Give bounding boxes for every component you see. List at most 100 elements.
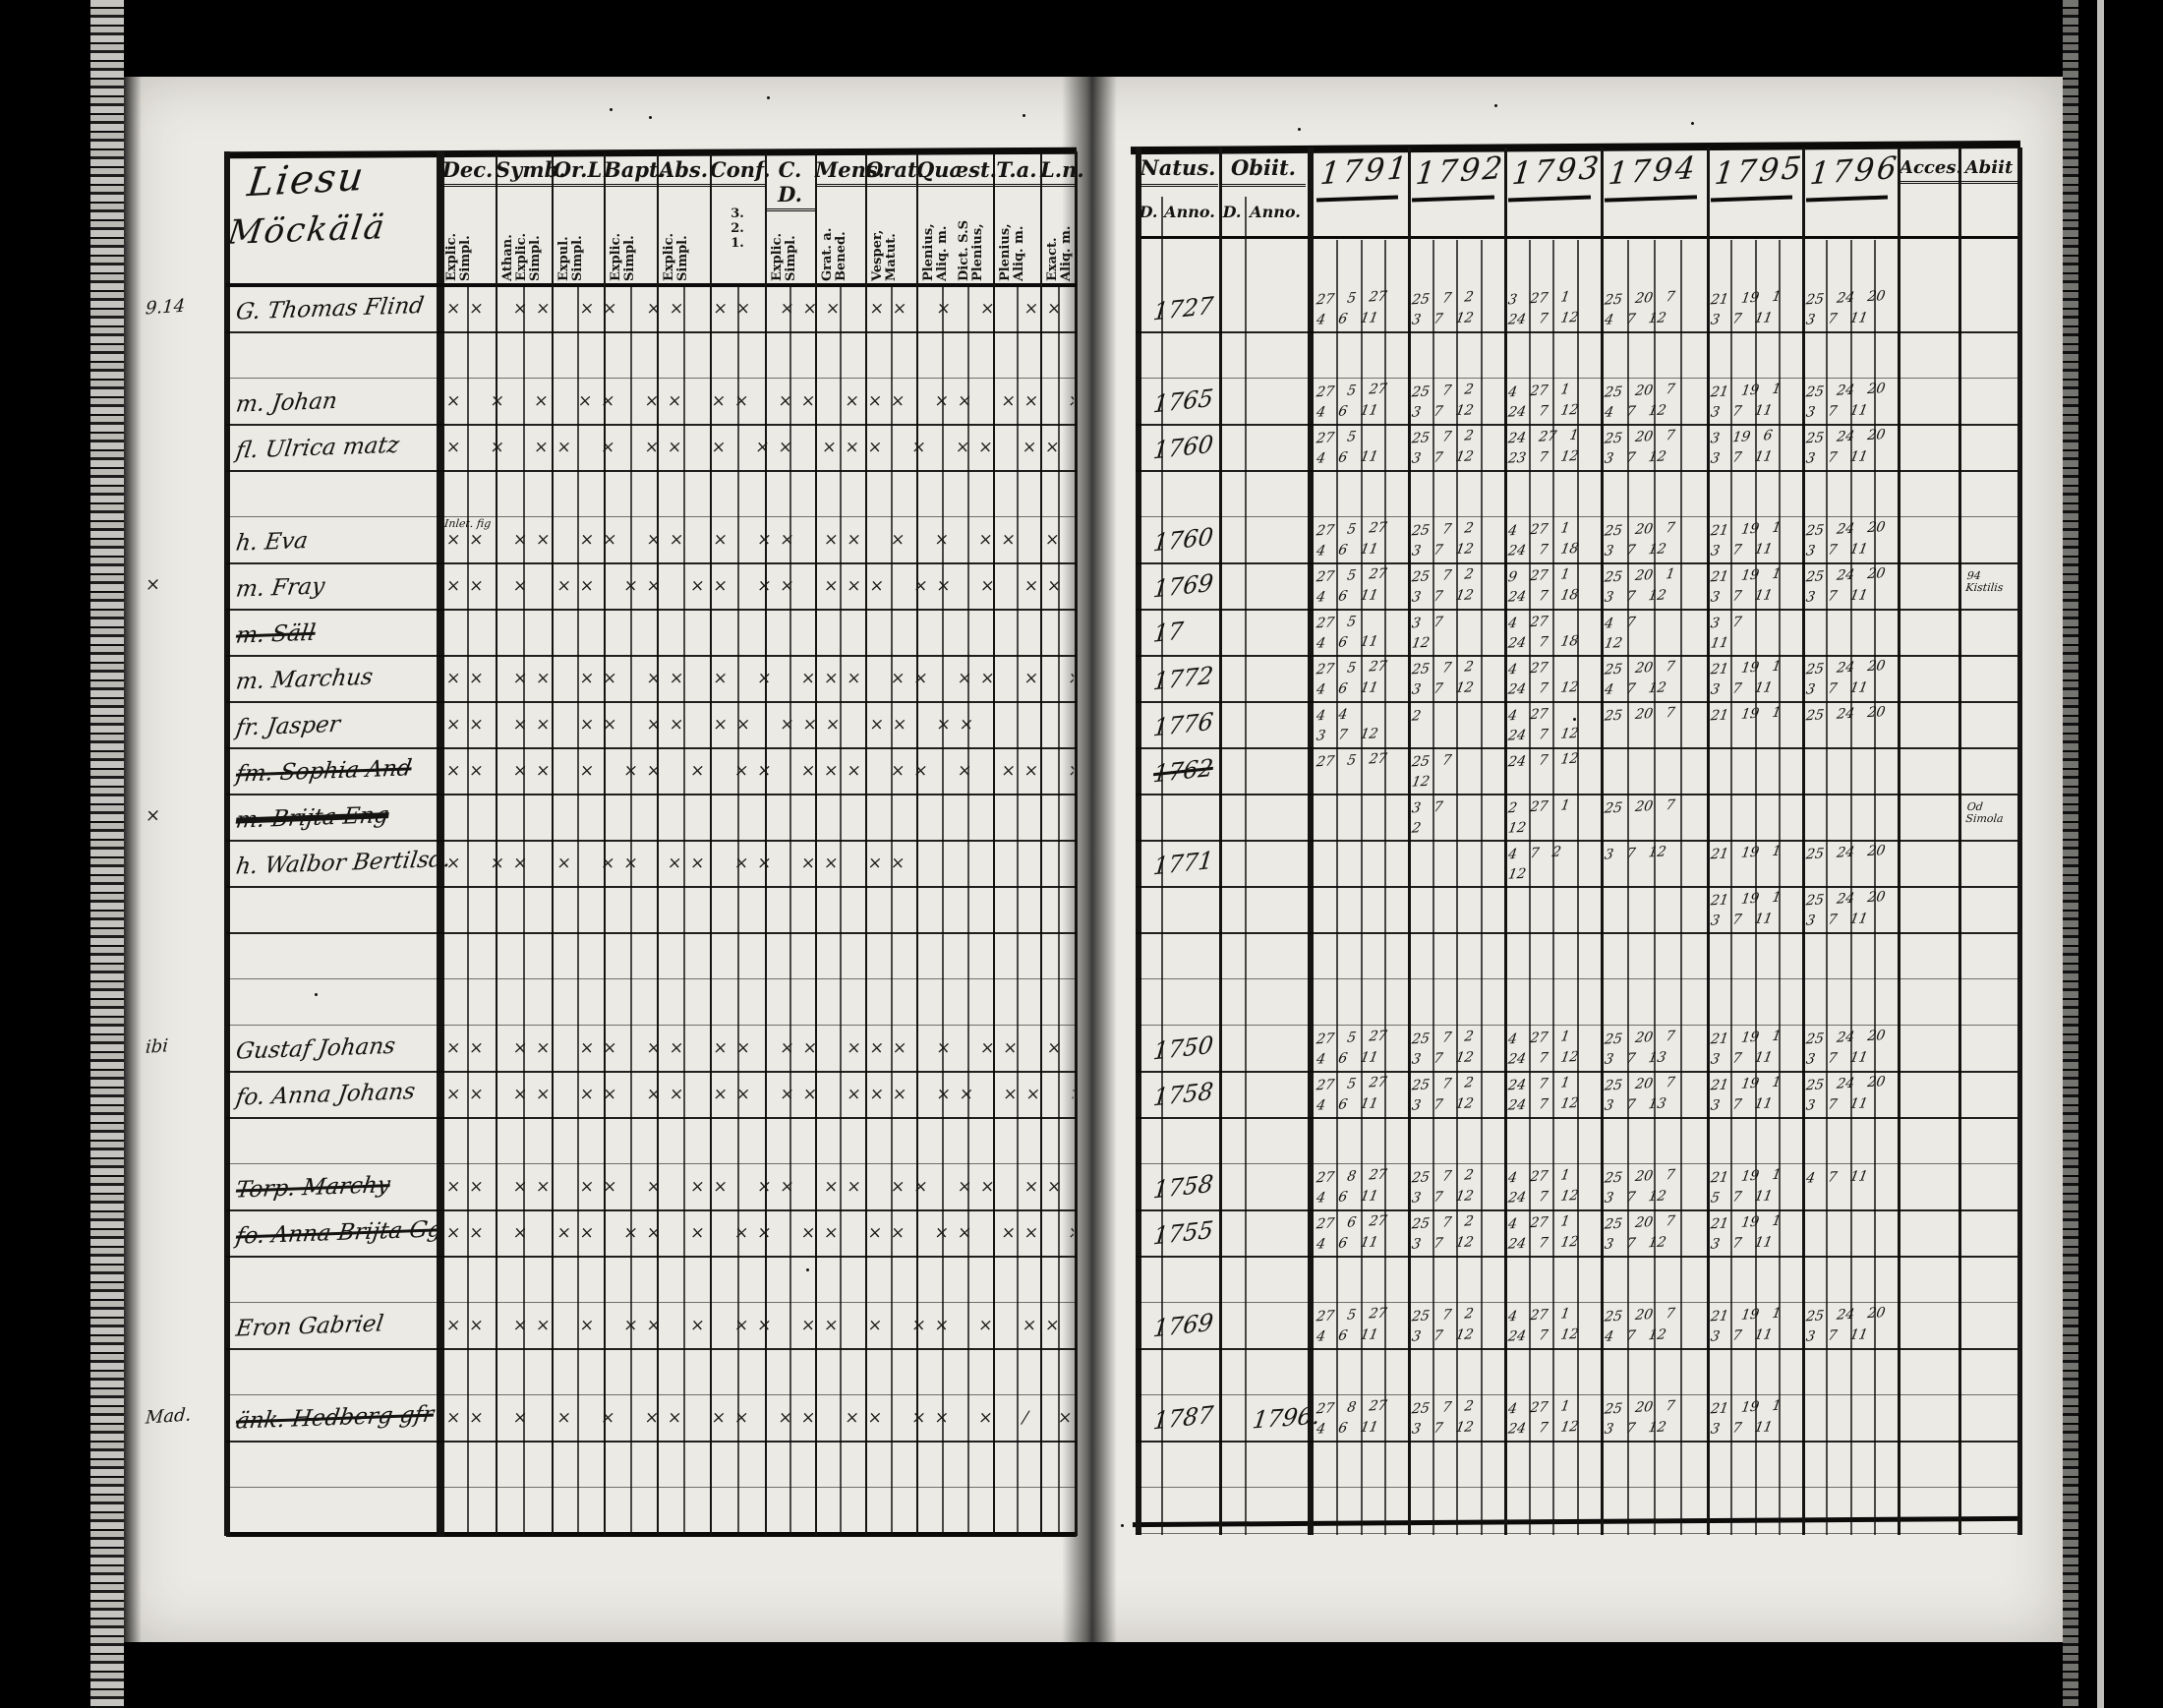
year-cell-1791: 27 5 27 4 6 11 xyxy=(1315,565,1404,606)
communion-dates-bottom: 3 7 12 xyxy=(1603,1234,1667,1253)
communion-dates-top: 3 7 xyxy=(1410,614,1444,632)
communion-dates-top: 27 5 27 xyxy=(1315,750,1388,771)
communion-dates-bottom: 3 7 12 xyxy=(1410,679,1475,698)
year-cell-1793: 4 27 1 24 7 12 xyxy=(1506,1305,1597,1345)
left-subcol-line-10 xyxy=(967,287,969,1535)
communion-dates-bottom: 24 7 12 xyxy=(1506,1188,1580,1207)
year-cell-1794: 25 20 7 xyxy=(1604,796,1703,817)
abiit-note: Od Simola xyxy=(1964,800,2005,825)
table-row: m. Marchus ×× ×× ×× ×× × × ××× ×× ×× × × … xyxy=(226,657,1077,703)
communion-dates-bottom: 4 6 11 xyxy=(1315,587,1379,606)
column-header-bapt: Bapt. xyxy=(604,157,666,187)
communion-dates-bottom: 3 7 11 xyxy=(1804,402,1869,421)
table-row xyxy=(226,472,1077,517)
communion-dates-bottom: 3 7 12 xyxy=(1410,1419,1475,1438)
communion-dates-bottom: 3 7 11 xyxy=(1709,1095,1774,1114)
obiit-d-subheader: D. xyxy=(1222,203,1242,221)
left-col-line-2 xyxy=(604,153,606,1535)
left-header-bottom-rule xyxy=(226,283,1077,287)
column-header-qust: Quæst. xyxy=(916,157,997,187)
natus-year: 1750 xyxy=(1151,1031,1215,1066)
communion-dates-bottom: 3 7 11 xyxy=(1709,448,1774,467)
communion-dates-bottom: 3 7 12 xyxy=(1410,402,1475,421)
communion-dates-top: 4 27 1 xyxy=(1506,382,1571,401)
obiit-year: 1796. xyxy=(1251,1401,1322,1435)
year-cell-1794: 25 20 7 xyxy=(1604,704,1703,725)
communion-dates-top: 21 19 1 xyxy=(1709,381,1783,401)
communion-dates-top: 27 8 27 xyxy=(1315,1397,1388,1418)
communion-dates-bottom: 5 7 11 xyxy=(1709,1188,1774,1207)
year-header-1796: 1796 xyxy=(1808,149,1901,193)
communion-dates-bottom: 3 7 11 xyxy=(1804,448,1869,467)
communion-dates-bottom: 12 xyxy=(1410,634,1432,652)
communion-dates-bottom: 3 7 11 xyxy=(1709,1049,1774,1068)
communion-dates-top: 25 7 2 xyxy=(1410,659,1475,678)
communion-dates-bottom: 24 7 12 xyxy=(1506,1326,1580,1345)
obiit-anno-subheader: Anno. xyxy=(1250,203,1301,221)
communion-dates-bottom: 3 7 12 xyxy=(1410,448,1475,467)
year-cell-1791: 27 6 27 4 6 11 xyxy=(1315,1212,1404,1253)
year-cell-1793: 4 27 24 7 18 xyxy=(1507,612,1597,652)
communion-dates-bottom: 4 6 11 xyxy=(1315,310,1379,328)
communion-dates-top: 25 24 20 xyxy=(1804,704,1887,725)
left-table-left-border xyxy=(224,151,230,1536)
left-col-line-8 xyxy=(916,153,918,1535)
year-cell-1796: 25 24 20 3 7 11 xyxy=(1805,658,1894,698)
right-danno-line-1 xyxy=(1245,197,1247,1535)
communion-dates-top: 21 19 1 xyxy=(1709,1028,1783,1048)
left-subcol-line-9 xyxy=(942,287,944,1535)
communion-dates-top: 4 7 2 xyxy=(1506,844,1562,863)
communion-dates-bottom: 24 7 12 xyxy=(1506,1419,1580,1438)
table-row: Torp. Marchy ×× ×× ×× × ×× ×× ×× ×× ×× ×× xyxy=(226,1165,1077,1211)
communion-dates-top: 4 27 1 xyxy=(1506,1213,1571,1233)
communion-dates-top: 25 24 20 xyxy=(1804,1305,1887,1325)
table-row-right xyxy=(1136,1350,2017,1395)
communion-dates-top: 25 7 2 xyxy=(1410,1213,1475,1233)
year-header-underline-1793 xyxy=(1507,195,1592,203)
table-row xyxy=(226,333,1077,379)
table-row-right xyxy=(1136,980,2017,1026)
left-col-line-3 xyxy=(657,153,659,1535)
communion-dates-top: 25 24 20 xyxy=(1804,889,1887,910)
column-header-ta: T.a. xyxy=(993,157,1040,187)
communion-dates-top: 4 27 xyxy=(1506,706,1549,725)
communion-dates-bottom: 3 7 13 xyxy=(1603,1049,1667,1068)
natus-year: 1787 xyxy=(1151,1400,1215,1436)
year-cell-1791: 27 8 27 4 6 11 xyxy=(1315,1166,1404,1207)
left-subcol-line-3 xyxy=(630,287,632,1535)
left-col-line-10 xyxy=(1040,153,1042,1535)
communion-dates-top: 21 19 1 xyxy=(1709,889,1783,910)
communion-dates-top: 21 19 1 xyxy=(1709,288,1783,309)
natus-year: 1758 xyxy=(1151,1077,1215,1112)
communion-dates-bottom: 3 7 11 xyxy=(1709,1326,1774,1345)
communion-dates-bottom: 3 7 11 xyxy=(1804,911,1869,929)
communion-dates-bottom: 3 7 11 xyxy=(1709,911,1774,929)
left-col-line-5 xyxy=(765,153,767,1535)
communion-dates-top: 25 7 2 xyxy=(1410,1167,1475,1187)
communion-dates-bottom: 4 6 11 xyxy=(1315,1419,1379,1438)
left-subcol-line-6 xyxy=(789,287,791,1535)
year-cell-1791: 27 5 27 4 6 11 xyxy=(1315,1074,1404,1114)
communion-dates-bottom: 4 7 12 xyxy=(1603,679,1667,698)
page-fold-shadow xyxy=(1062,77,1117,1642)
communion-dates-bottom: 4 7 12 xyxy=(1603,1326,1667,1345)
